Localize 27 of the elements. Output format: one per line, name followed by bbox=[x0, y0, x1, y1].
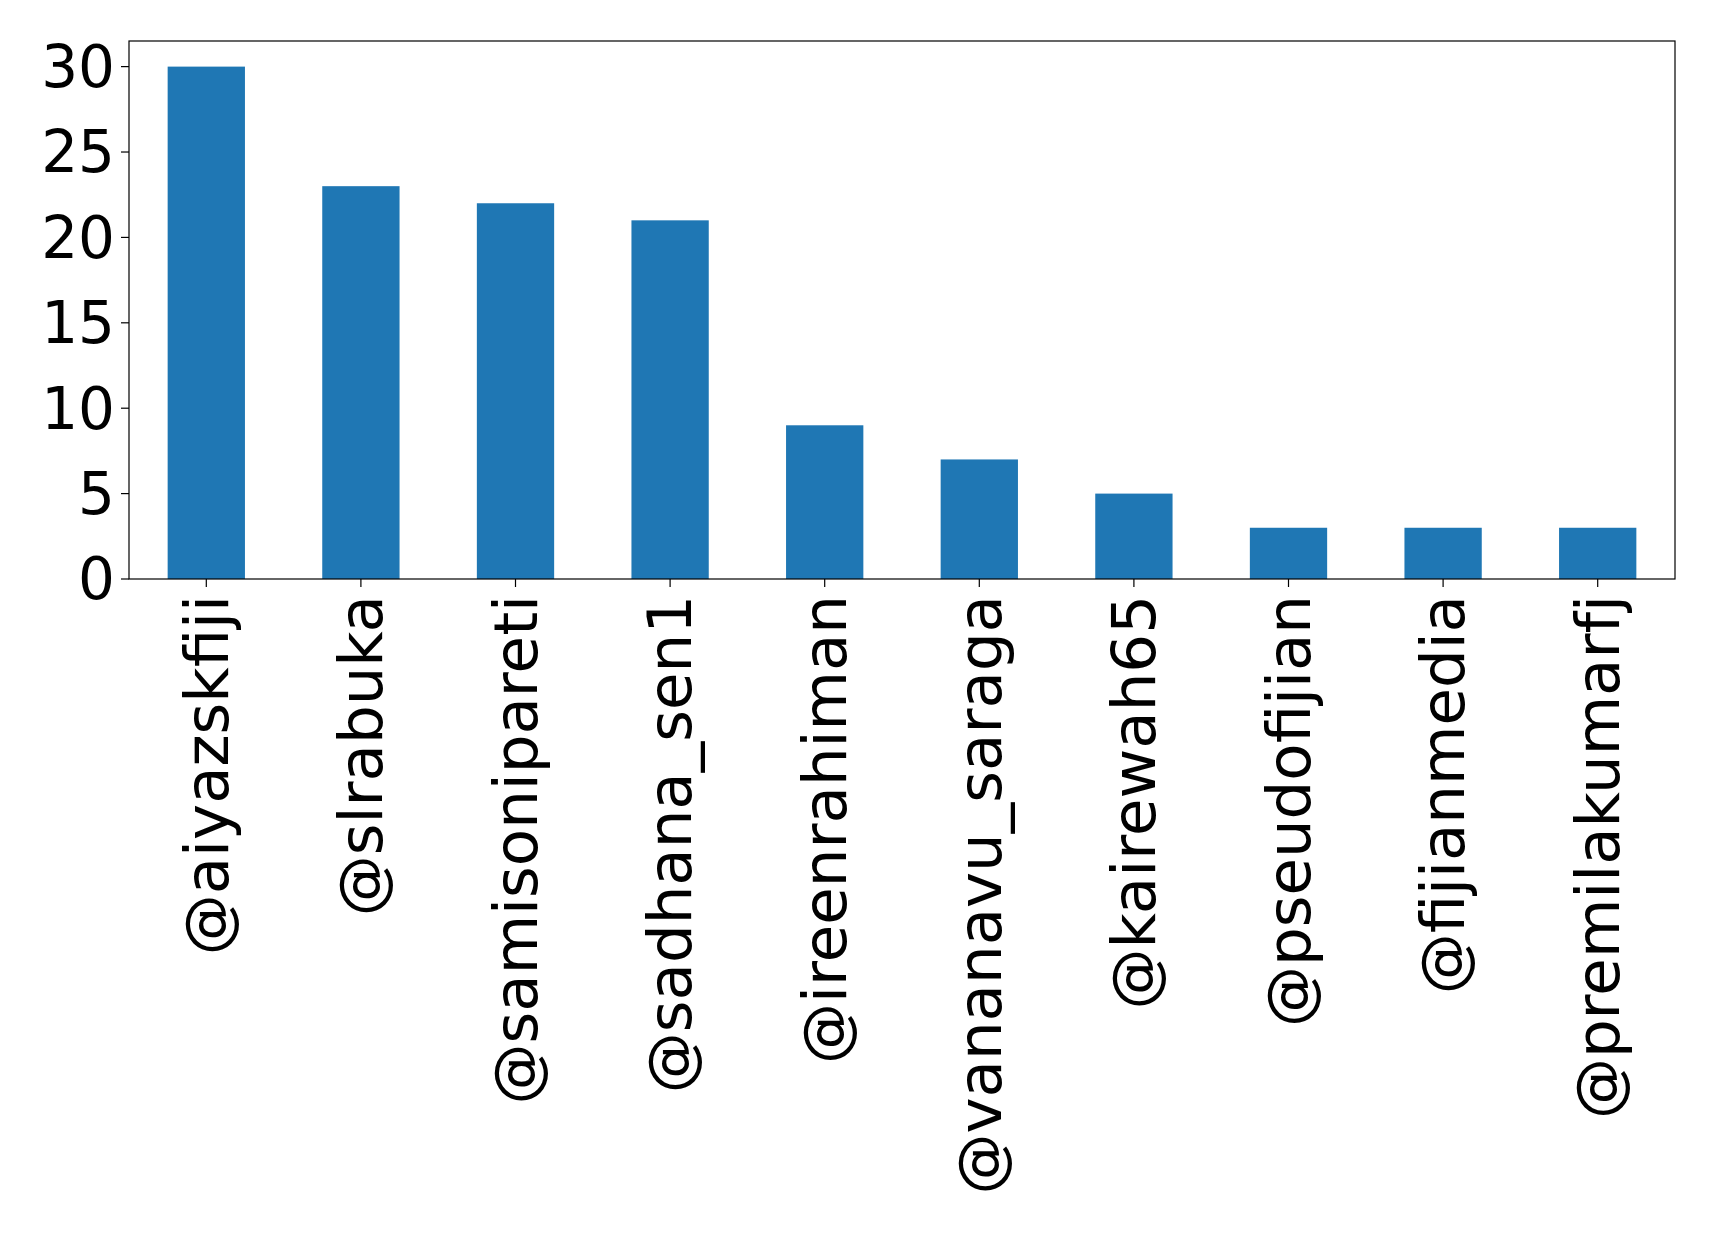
bar bbox=[167, 66, 245, 579]
x-tick-label: @sadhana_sen1 bbox=[634, 595, 706, 1094]
bar bbox=[476, 203, 555, 579]
y-tick-label: 0 bbox=[78, 545, 115, 614]
bar bbox=[1559, 527, 1637, 579]
bar bbox=[940, 459, 1018, 579]
bar bbox=[1095, 493, 1173, 579]
bar bbox=[1249, 527, 1328, 579]
y-tick-label: 10 bbox=[41, 374, 115, 443]
y-tick-label: 25 bbox=[41, 118, 115, 187]
bar bbox=[1404, 527, 1482, 579]
x-tick-label: @fijianmedia bbox=[1407, 595, 1479, 995]
x-tick-label: @kairewah65 bbox=[1098, 595, 1170, 1010]
y-tick-label: 15 bbox=[41, 289, 115, 358]
y-tick-label: 5 bbox=[78, 459, 115, 528]
x-tick-label: @slrabuka bbox=[325, 595, 397, 917]
x-tick-label: @premilakumarfj bbox=[1562, 595, 1634, 1120]
y-tick-label: 30 bbox=[41, 32, 115, 101]
x-tick-label: @pseudofijian bbox=[1252, 595, 1324, 1028]
x-tick-label: @ireenrahiman bbox=[789, 595, 861, 1064]
y-tick-label: 20 bbox=[41, 203, 115, 272]
bar bbox=[322, 186, 400, 579]
x-tick-label: @samisonipareti bbox=[479, 595, 551, 1105]
x-tick-label: @vananavu_saraga bbox=[943, 595, 1015, 1195]
x-tick-label: @aiyazskfiji bbox=[170, 595, 242, 956]
bar bbox=[786, 425, 864, 579]
bar bbox=[631, 220, 709, 579]
